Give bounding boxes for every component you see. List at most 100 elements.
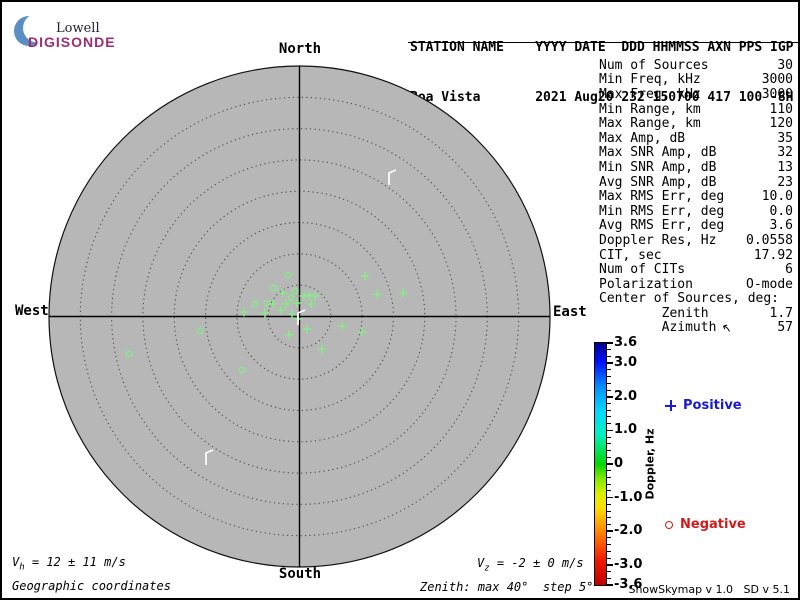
compass-label-east: East [553, 304, 587, 320]
source-marker-positive [302, 324, 312, 334]
stats-row: Num of Sources 30 [599, 58, 793, 73]
stat-label: Zenith [599, 305, 709, 321]
source-marker-positive [310, 291, 320, 301]
stat-label: Min RMS Err, deg [599, 203, 725, 219]
source-marker-positive [357, 327, 367, 337]
compass-label-west: West [15, 303, 49, 319]
vertical-velocity-readout: Vz = -2 ± 0 m/s [477, 556, 584, 574]
stats-row: Min Freq, kHz 3000 [599, 72, 793, 88]
stats-row: Avg RMS Err, deg 3.6 [599, 218, 793, 234]
stat-value: 110 [769, 101, 793, 117]
stat-value: 3000 [761, 86, 793, 102]
plus-marker-icon [665, 400, 676, 411]
compass-label-south: South [278, 566, 322, 582]
stats-row: Min Range, km 110 [599, 102, 793, 117]
logo-lowell-text: Lowell [56, 21, 100, 36]
stat-label: CIT, sec [599, 247, 662, 263]
source-marker-positive [299, 291, 309, 301]
stats-row: Azimuth 57 [599, 320, 793, 336]
logo-digisonde-text: DIGISONDE [28, 34, 116, 50]
source-marker-positive [360, 271, 370, 281]
source-marker-positive [398, 288, 408, 298]
stat-value: O-mode [746, 276, 793, 292]
legend-positive-label: Positive [683, 398, 742, 413]
stats-row: CIT, sec 17.92 [599, 248, 793, 263]
stat-label: Polarization [599, 276, 693, 292]
stat-label: Doppler Res, Hz [599, 232, 717, 248]
stat-value: 35 [777, 130, 793, 146]
stat-value: 0.0558 [746, 232, 793, 248]
stats-row: Min SNR Amp, dB 13 [599, 160, 793, 175]
legend-negative-label: Negative [680, 517, 746, 532]
source-marker-positive [281, 299, 291, 309]
source-marker-negative [284, 271, 292, 279]
doppler-colorbar [594, 342, 607, 586]
stat-label: Avg SNR Amp, dB [599, 174, 717, 190]
stats-row: Center of Sources, deg: [599, 291, 793, 306]
source-marker-negative [125, 350, 133, 358]
direction-glyph [297, 309, 306, 325]
stats-row: Max Freq, kHz 3000 [599, 87, 793, 102]
source-marker-positive [268, 299, 278, 309]
stat-label: Max SNR Amp, dB [599, 145, 717, 161]
stat-label: Max Range, km [599, 116, 701, 132]
stat-value: 120 [769, 116, 793, 132]
stats-panel: Num of Sources 30 Min Freq, kHz 3000 Max Fre… [599, 58, 793, 336]
source-marker-negative [251, 300, 259, 308]
source-marker-negative [291, 287, 299, 295]
stat-value: 6 [785, 262, 793, 278]
compass-label-north: North [278, 41, 322, 57]
stats-row: Avg SNR Amp, dB 23 [599, 175, 793, 190]
horizontal-velocity-readout: Vh = 12 ± 11 m/s [12, 555, 126, 573]
source-marker-negative [238, 366, 246, 374]
source-marker-negative [287, 294, 295, 302]
stats-row: Max Amp, dB 35 [599, 131, 793, 146]
source-marker-positive [239, 307, 249, 317]
coordinate-system-label: Geographic coordinates [12, 579, 171, 593]
source-marker-positive [287, 309, 297, 319]
stats-row: Max SNR Amp, dB 32 [599, 145, 793, 161]
stats-row: Min RMS Err, deg 0.0 [599, 204, 793, 219]
legend-negative: Negative [665, 517, 746, 532]
source-marker-positive [372, 289, 382, 299]
source-marker-positive [337, 321, 347, 331]
colorbar-title: Doppler, Hz [643, 428, 657, 500]
stat-label: Avg RMS Err, deg [599, 218, 725, 234]
stat-value: 57 [777, 320, 793, 336]
source-marker-positive [306, 299, 316, 309]
stat-value: 23 [777, 174, 793, 190]
stats-row: Num of CITs 6 [599, 262, 793, 277]
crescent-moon-icon [14, 13, 52, 46]
stat-label: Min Freq, kHz [599, 72, 701, 88]
stat-label: Num of Sources [599, 57, 709, 73]
source-marker-positive [260, 308, 270, 318]
circle-marker-icon [665, 520, 673, 529]
source-marker-positive [276, 305, 286, 315]
stat-label: Min Range, km [599, 101, 701, 117]
source-marker-negative [196, 327, 204, 335]
header-divider [408, 42, 798, 43]
stat-label: Min SNR Amp, dB [599, 159, 717, 175]
direction-glyph [388, 169, 397, 185]
zenith-range-note: Zenith: max 40° step 5° [420, 580, 594, 594]
source-marker-positive [317, 344, 327, 354]
stat-label: Max Freq, kHz [599, 86, 701, 102]
lowell-digisonde-logo: Lowell DIGISONDE [10, 8, 240, 50]
direction-glyph [205, 449, 214, 465]
stat-value: 30 [777, 57, 793, 73]
source-marker-positive [304, 290, 314, 300]
stats-row: Zenith 1.7 [599, 306, 793, 321]
source-marker-positive [284, 330, 294, 340]
stat-value: 0.0 [769, 203, 793, 219]
stat-value: 3.6 [769, 218, 793, 234]
stat-value: 32 [777, 145, 793, 161]
stat-label: Num of CITs [599, 262, 686, 278]
legend-positive: Positive [665, 398, 742, 413]
stat-value: 17.92 [753, 247, 793, 263]
stats-row: Doppler Res, Hz 0.0558 [599, 233, 793, 248]
stats-row: Polarization O-mode [599, 277, 793, 292]
source-marker-positive [292, 298, 302, 308]
stat-value: 3000 [761, 72, 793, 88]
